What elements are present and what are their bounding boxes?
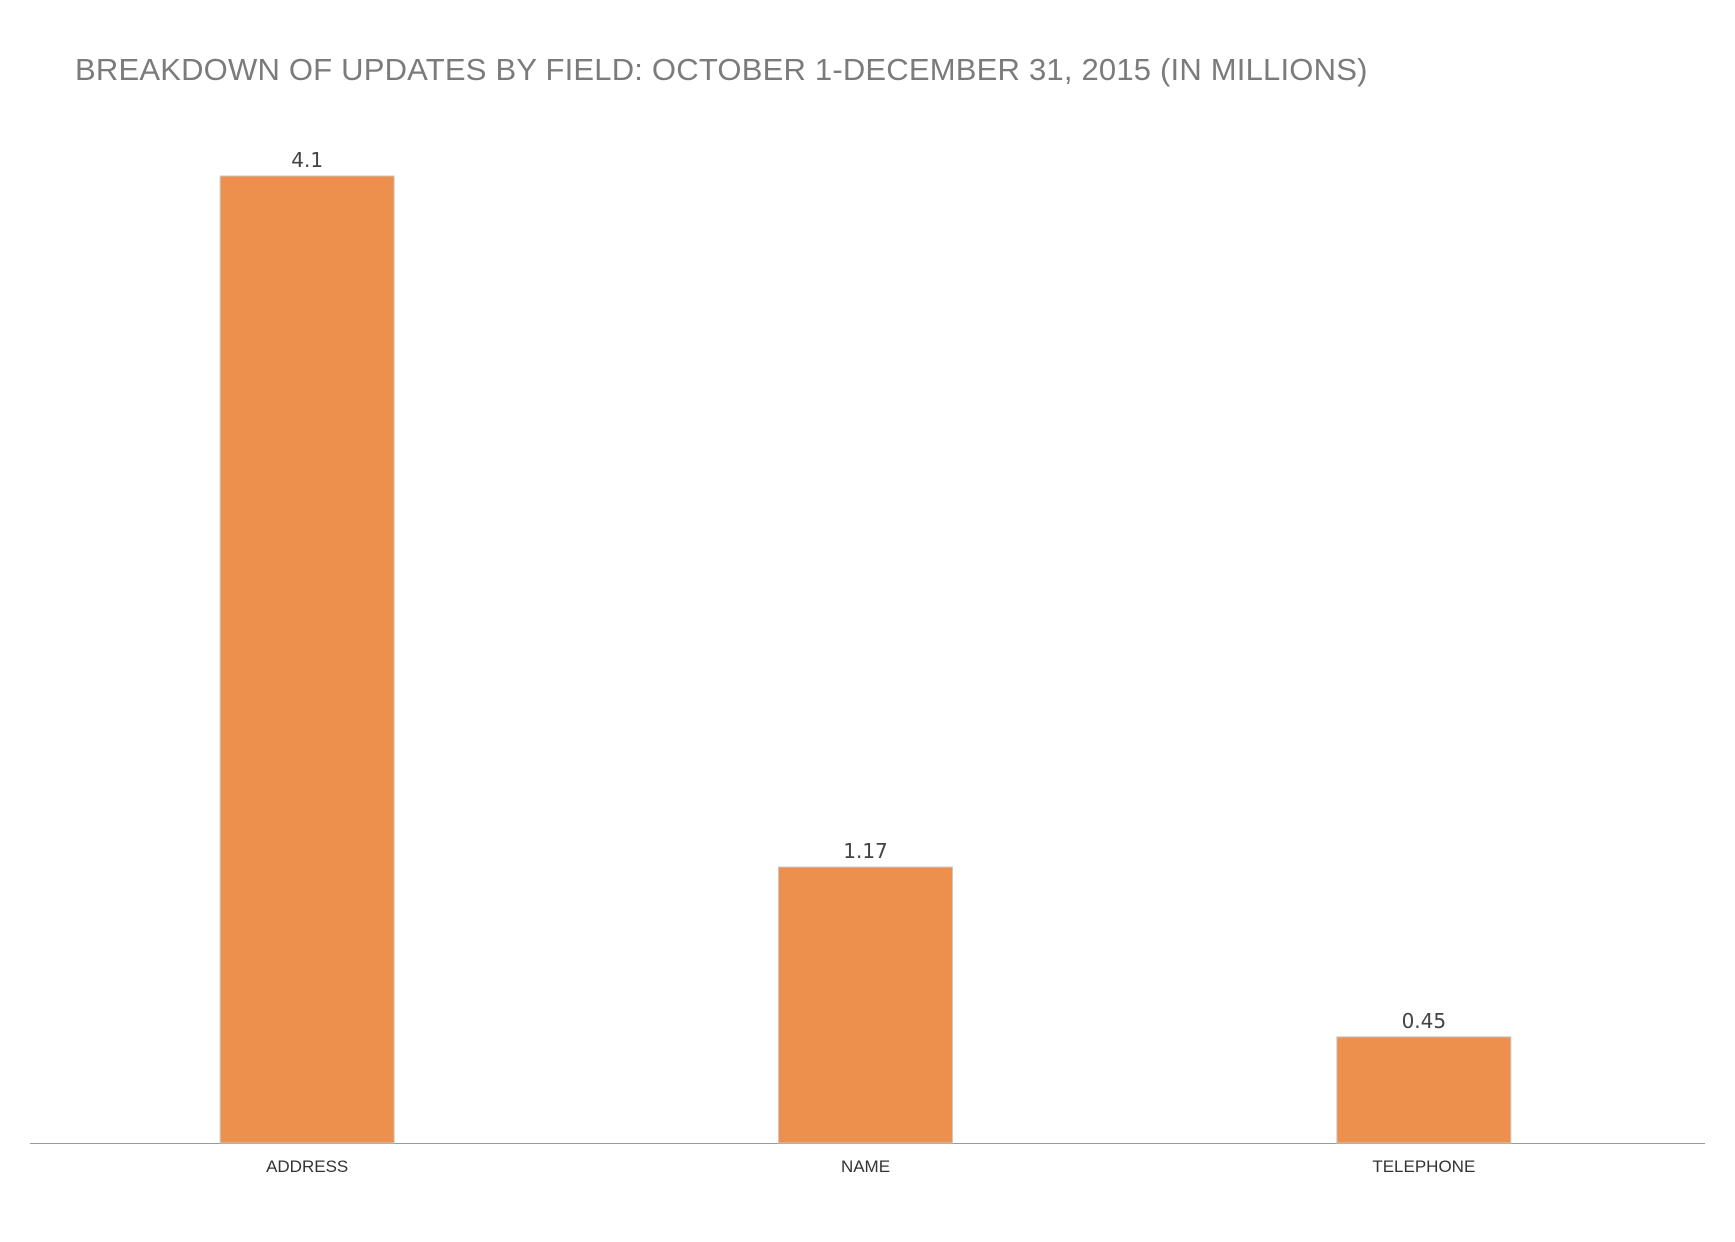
data-label-name: 1.17: [843, 839, 888, 863]
x-tick-label-address: ADDRESS: [266, 1157, 348, 1176]
data-label-address: 4.1: [291, 148, 323, 172]
x-tick-label-name: NAME: [841, 1157, 890, 1176]
bar-address: [219, 175, 395, 1144]
x-tick-label-telephone: TELEPHONE: [1372, 1157, 1475, 1176]
data-label-telephone: 0.45: [1402, 1009, 1447, 1033]
bar-telephone: [1336, 1036, 1512, 1144]
bar-name: [778, 866, 953, 1144]
chart-title: BREAKDOWN OF UPDATES BY FIELD: OCTOBER 1…: [75, 52, 1368, 87]
